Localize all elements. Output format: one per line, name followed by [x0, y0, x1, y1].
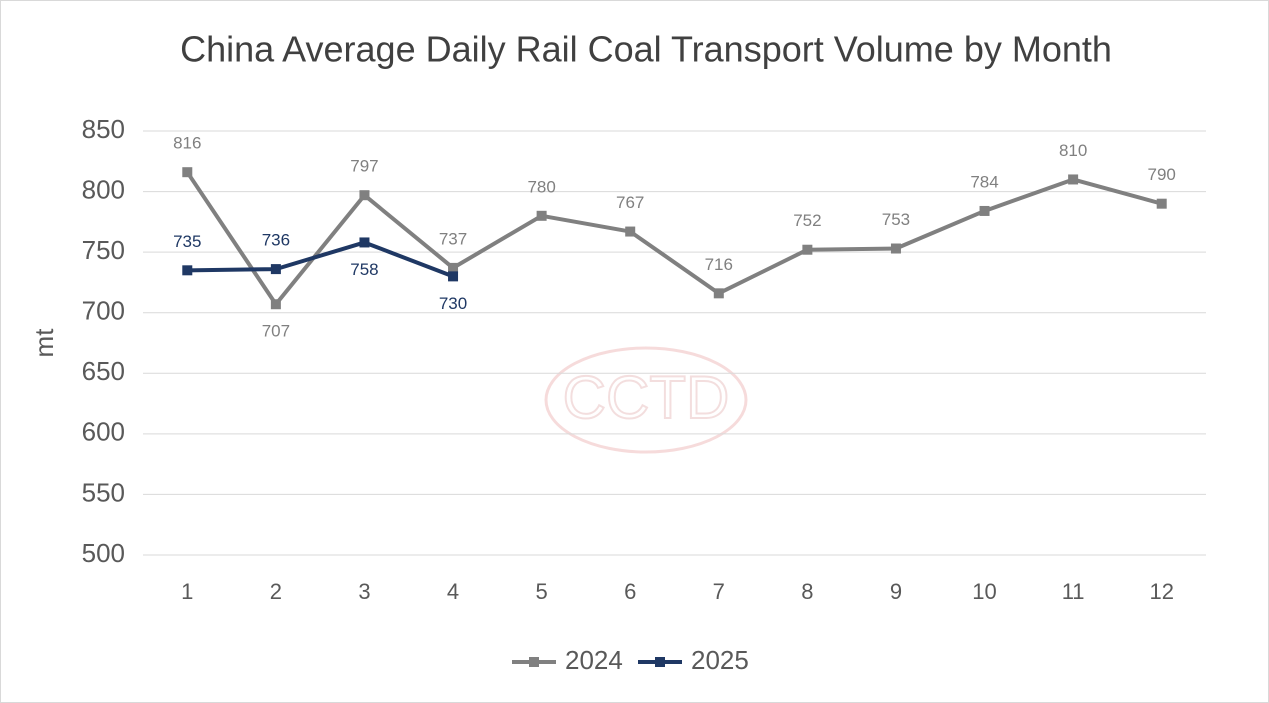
legend-marker: [655, 657, 665, 667]
point-marker: [359, 190, 370, 201]
x-tick-label: 12: [1149, 579, 1173, 604]
x-tick-label: 7: [713, 579, 725, 604]
point-marker: [802, 244, 813, 255]
x-tick-label: 5: [536, 579, 548, 604]
data-label: 737: [439, 229, 467, 248]
y-tick-label: 850: [82, 114, 125, 144]
data-label: 816: [173, 134, 201, 153]
point-marker: [270, 264, 281, 275]
point-marker: [270, 299, 281, 310]
data-label: 716: [705, 255, 733, 274]
watermark: CCTD: [563, 364, 730, 431]
data-label: 767: [616, 193, 644, 212]
legend-label: 2024: [565, 645, 623, 675]
x-tick-label: 4: [447, 579, 459, 604]
point-marker: [625, 226, 636, 237]
data-label: 736: [262, 231, 290, 250]
series-line: [187, 240, 454, 279]
point-marker: [448, 262, 459, 273]
y-tick-label: 800: [82, 174, 125, 204]
x-tick-label: 3: [358, 579, 370, 604]
x-tick-label: 1: [181, 579, 193, 604]
data-label: 753: [882, 210, 910, 229]
y-tick-label: 750: [82, 235, 125, 265]
y-tick-label: 700: [82, 296, 125, 326]
point-marker: [1068, 174, 1079, 185]
point-marker: [448, 271, 459, 282]
y-tick-label: 650: [82, 356, 125, 386]
y-tick-label: 500: [82, 538, 125, 568]
data-label: 752: [793, 211, 821, 230]
data-label: 810: [1059, 141, 1087, 160]
data-label: 790: [1148, 165, 1176, 184]
watermark-logo: CCTD: [544, 346, 748, 454]
data-label: 797: [350, 157, 378, 176]
point-marker: [182, 167, 193, 178]
x-tick-label: 9: [890, 579, 902, 604]
x-tick-label: 10: [972, 579, 996, 604]
chart-title: China Average Daily Rail Coal Transport …: [180, 29, 1112, 70]
y-axis-label: mt: [29, 328, 59, 358]
y-tick-label: 600: [82, 417, 125, 447]
point-marker: [979, 205, 990, 216]
y-tick-label: 550: [82, 477, 125, 507]
legend-label: 2025: [691, 645, 749, 675]
point-marker: [890, 243, 901, 254]
legend-marker: [529, 657, 539, 667]
data-label: 784: [970, 172, 998, 191]
data-label: 758: [350, 260, 378, 279]
data-label: 780: [527, 177, 555, 196]
x-tick-label: 8: [801, 579, 813, 604]
x-tick-label: 11: [1062, 579, 1085, 604]
point-marker: [713, 288, 724, 299]
data-label: 735: [173, 232, 201, 251]
point-marker: [182, 265, 193, 276]
watermark-ring: [544, 346, 748, 454]
data-label: 730: [439, 294, 467, 313]
point-marker: [536, 210, 547, 221]
series-line: [185, 171, 1163, 307]
x-tick-label: 2: [270, 579, 282, 604]
point-marker: [1156, 198, 1167, 209]
data-label: 707: [262, 322, 290, 341]
x-tick-label: 6: [624, 579, 636, 604]
point-marker: [359, 237, 370, 248]
